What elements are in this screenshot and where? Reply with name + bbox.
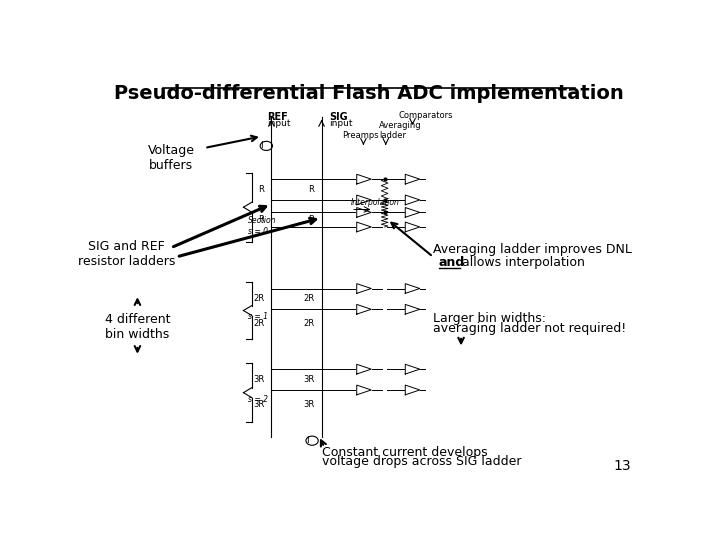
Text: Constant current develops: Constant current develops xyxy=(322,446,487,459)
Text: Larger bin widths:: Larger bin widths: xyxy=(433,312,546,325)
Text: Pseudo-differential Flash ADC implementation: Pseudo-differential Flash ADC implementa… xyxy=(114,84,624,103)
Text: and: and xyxy=(438,256,465,269)
Text: Averaging ladder improves DNL: Averaging ladder improves DNL xyxy=(433,244,632,256)
Text: allows interpolation: allows interpolation xyxy=(462,256,585,269)
Text: 2R: 2R xyxy=(253,319,264,328)
Text: input: input xyxy=(267,119,290,129)
Text: Section
s = 0: Section s = 0 xyxy=(248,217,276,236)
Text: input: input xyxy=(329,119,352,129)
Text: SIG and REF
resistor ladders: SIG and REF resistor ladders xyxy=(78,240,175,268)
Text: Voltage
buffers: Voltage buffers xyxy=(148,144,194,172)
Text: Averaging
ladder: Averaging ladder xyxy=(379,121,422,140)
Text: s = 1: s = 1 xyxy=(248,312,268,321)
Text: Preamps: Preamps xyxy=(342,131,379,140)
Text: Comparators: Comparators xyxy=(398,111,452,120)
Text: 2R: 2R xyxy=(303,319,315,328)
Text: 4 different
bin widths: 4 different bin widths xyxy=(104,313,170,341)
Text: R: R xyxy=(258,215,264,224)
Text: voltage drops across SIG ladder: voltage drops across SIG ladder xyxy=(322,455,521,468)
Text: I: I xyxy=(306,436,309,445)
Text: R: R xyxy=(308,185,315,194)
Text: SIG: SIG xyxy=(329,112,348,122)
Text: Interpolation: Interpolation xyxy=(351,198,400,207)
Text: 3R: 3R xyxy=(303,375,315,384)
Text: R: R xyxy=(258,185,264,194)
Text: s = 2: s = 2 xyxy=(248,395,268,404)
Text: I: I xyxy=(261,141,264,150)
Text: 3R: 3R xyxy=(253,400,264,409)
Text: R: R xyxy=(308,215,315,224)
Text: 3R: 3R xyxy=(253,375,264,384)
Text: 3R: 3R xyxy=(303,400,315,409)
Text: 2R: 2R xyxy=(303,294,315,303)
Text: REF: REF xyxy=(267,112,287,122)
Text: 13: 13 xyxy=(613,459,631,473)
Text: 2R: 2R xyxy=(253,294,264,303)
Text: averaging ladder not required!: averaging ladder not required! xyxy=(433,322,626,335)
